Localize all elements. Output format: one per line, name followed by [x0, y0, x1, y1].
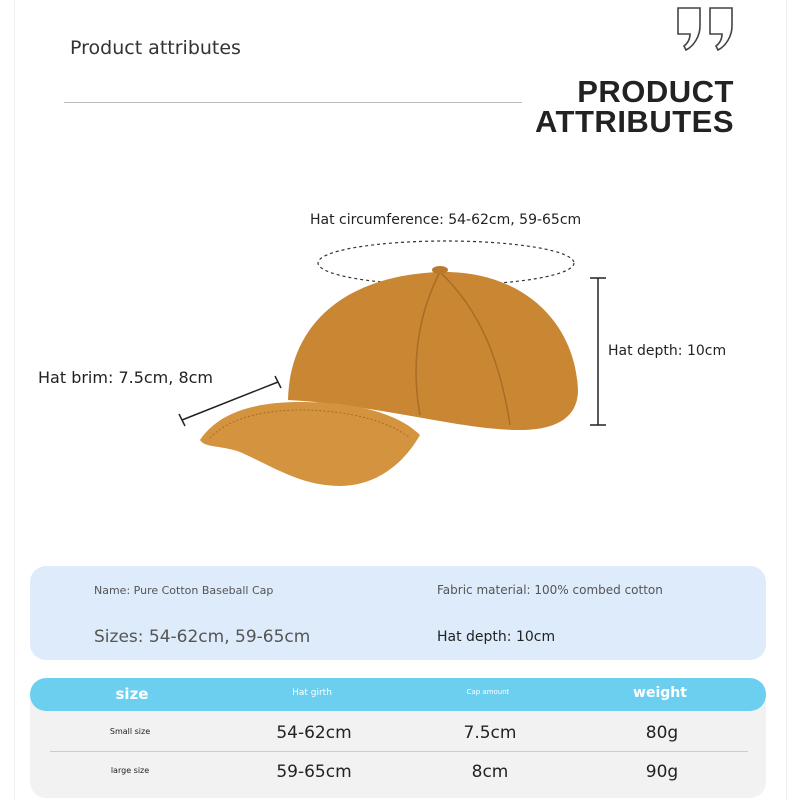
section-title: PRODUCT ATTRIBUTES	[534, 74, 734, 139]
header-size: size	[115, 685, 149, 703]
product-name: Name: Pure Cotton Baseball Cap	[94, 584, 274, 597]
cap-illustration	[178, 240, 606, 486]
row-girth: 59-65cm	[276, 762, 352, 782]
depth-label: Hat depth: 10cm	[608, 343, 727, 359]
brim-label: Hat brim: 7.5cm, 8cm	[38, 368, 213, 387]
size-table: size Hat girth Cap amount weight Small s…	[30, 678, 766, 798]
header-hat-girth: Hat girth	[292, 688, 332, 698]
header-cap-amount: Cap amount	[466, 688, 510, 696]
info-card: Name: Pure Cotton Baseball Cap Fabric ma…	[30, 566, 766, 660]
depth-indicator	[590, 277, 606, 426]
row-weight: 80g	[645, 723, 679, 743]
sizes: Sizes: 54-62cm, 59-65cm	[94, 627, 311, 647]
cap-shape	[200, 266, 578, 486]
title-line-2: ATTRIBUTES	[534, 104, 734, 139]
row-size: Small size	[109, 727, 151, 736]
row-cap-amount: 8cm	[471, 762, 509, 782]
circumference-label: Hat circumference: 54-62cm, 59-65cm	[310, 212, 582, 228]
header-weight: weight	[633, 685, 687, 701]
page-frame	[14, 0, 787, 800]
closing-quote-icon	[677, 7, 733, 52]
row-divider	[50, 751, 748, 752]
table-header: size Hat girth Cap amount weight	[30, 678, 766, 711]
divider	[64, 102, 522, 103]
hat-depth: Hat depth: 10cm	[437, 629, 556, 645]
row-cap-amount: 7.5cm	[463, 723, 517, 743]
row-girth: 54-62cm	[276, 723, 352, 743]
section-subtitle: Product attributes	[70, 37, 241, 59]
fabric-material: Fabric material: 100% combed cotton	[437, 583, 663, 597]
row-size: large size	[110, 766, 150, 775]
row-weight: 90g	[645, 762, 679, 782]
brim-indicator	[178, 375, 282, 427]
title-line-1: PRODUCT	[577, 74, 734, 109]
